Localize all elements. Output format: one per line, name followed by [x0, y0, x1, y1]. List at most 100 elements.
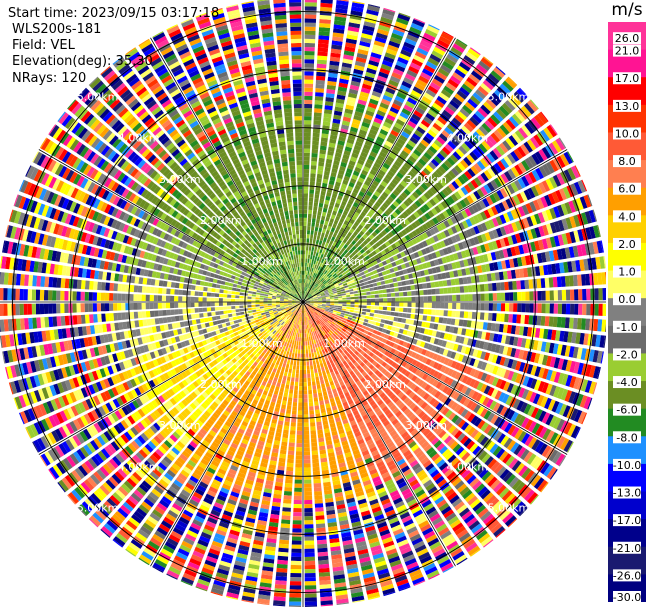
range-gate — [502, 121, 513, 133]
range-gate — [355, 208, 362, 214]
range-gate — [318, 287, 322, 291]
range-gate — [278, 547, 289, 553]
range-gate — [303, 193, 308, 198]
range-gate — [370, 342, 376, 348]
range-gate — [391, 368, 397, 375]
range-gate — [483, 101, 494, 112]
range-gate — [316, 293, 321, 296]
range-gate — [281, 519, 291, 525]
range-gate — [454, 233, 461, 242]
range-gate — [313, 202, 319, 207]
range-gate — [369, 56, 381, 63]
range-gate — [385, 315, 391, 320]
range-gate — [304, 79, 314, 84]
range-gate — [307, 287, 310, 292]
range-gate — [396, 17, 409, 26]
range-gate — [352, 118, 361, 125]
range-gate — [377, 285, 383, 290]
range-gate — [454, 278, 460, 285]
range-gate — [513, 336, 519, 347]
range-gate — [376, 109, 386, 117]
range-gate — [549, 207, 557, 220]
range-gate — [283, 491, 292, 496]
range-gate — [338, 136, 346, 142]
range-gate — [431, 330, 437, 337]
range-gate — [465, 267, 471, 276]
range-gate — [314, 499, 323, 504]
range-gate — [339, 324, 345, 328]
range-gate — [475, 89, 486, 100]
range-gate — [560, 203, 569, 216]
range-gate — [389, 214, 396, 221]
range-gate — [520, 191, 528, 202]
range-gate — [402, 286, 407, 291]
range-gate — [569, 376, 577, 388]
range-gate — [317, 261, 321, 266]
range-gate — [316, 523, 326, 529]
range-gate — [515, 373, 522, 384]
range-gate — [351, 122, 360, 129]
range-gate — [394, 233, 401, 240]
range-gate — [376, 258, 382, 264]
range-gate — [409, 26, 422, 35]
range-gate — [313, 303, 318, 306]
range-gate — [326, 238, 331, 244]
range-gate — [365, 237, 372, 243]
range-gate — [469, 116, 480, 127]
range-gate — [591, 334, 597, 347]
range-gate — [465, 218, 473, 227]
range-gate — [464, 454, 474, 465]
range-gate — [534, 151, 545, 163]
range-gate — [397, 391, 405, 399]
range-gate — [588, 209, 596, 223]
range-gate — [313, 487, 322, 492]
range-gate — [448, 425, 457, 434]
range-gate — [503, 437, 513, 449]
range-gate — [374, 310, 379, 314]
range-gate — [331, 168, 338, 174]
range-gate — [313, 112, 322, 117]
range-gate — [356, 194, 363, 201]
range-gate — [338, 267, 343, 272]
range-gate — [290, 360, 294, 366]
range-gate — [495, 448, 506, 459]
range-gate — [325, 229, 330, 235]
range-gate — [333, 28, 345, 34]
range-gate — [309, 303, 314, 305]
range-gate — [301, 333, 303, 338]
range-gate — [336, 290, 342, 293]
range-gate — [330, 197, 336, 203]
range-gate — [432, 379, 439, 387]
range-gate — [361, 83, 372, 90]
range-gate — [403, 218, 411, 226]
range-gate — [398, 312, 403, 318]
range-gate — [388, 278, 394, 284]
range-gate — [520, 280, 526, 290]
range-gate — [394, 226, 401, 233]
range-gate — [462, 104, 473, 115]
range-gate — [386, 155, 395, 163]
range-gate — [564, 202, 573, 214]
range-gate — [493, 111, 504, 122]
range-gate — [456, 65, 469, 75]
range-gate — [525, 390, 533, 401]
range-gate — [279, 535, 290, 541]
range-gate — [464, 170, 473, 180]
range-gate — [315, 88, 325, 93]
range-gate — [557, 358, 565, 370]
range-gate — [345, 321, 351, 326]
range-gate — [320, 316, 325, 321]
range-gate — [418, 283, 424, 290]
range-gate — [394, 21, 408, 30]
range-gate — [510, 181, 519, 193]
range-gate — [513, 257, 519, 268]
range-gate — [304, 495, 313, 501]
range-gate — [339, 227, 345, 233]
range-gate — [559, 188, 567, 201]
range-gate — [405, 208, 413, 216]
range-gate — [387, 352, 394, 359]
range-gate — [304, 14, 317, 19]
range-gate — [328, 142, 336, 148]
range-gate — [410, 152, 420, 160]
range-gate — [475, 202, 483, 211]
